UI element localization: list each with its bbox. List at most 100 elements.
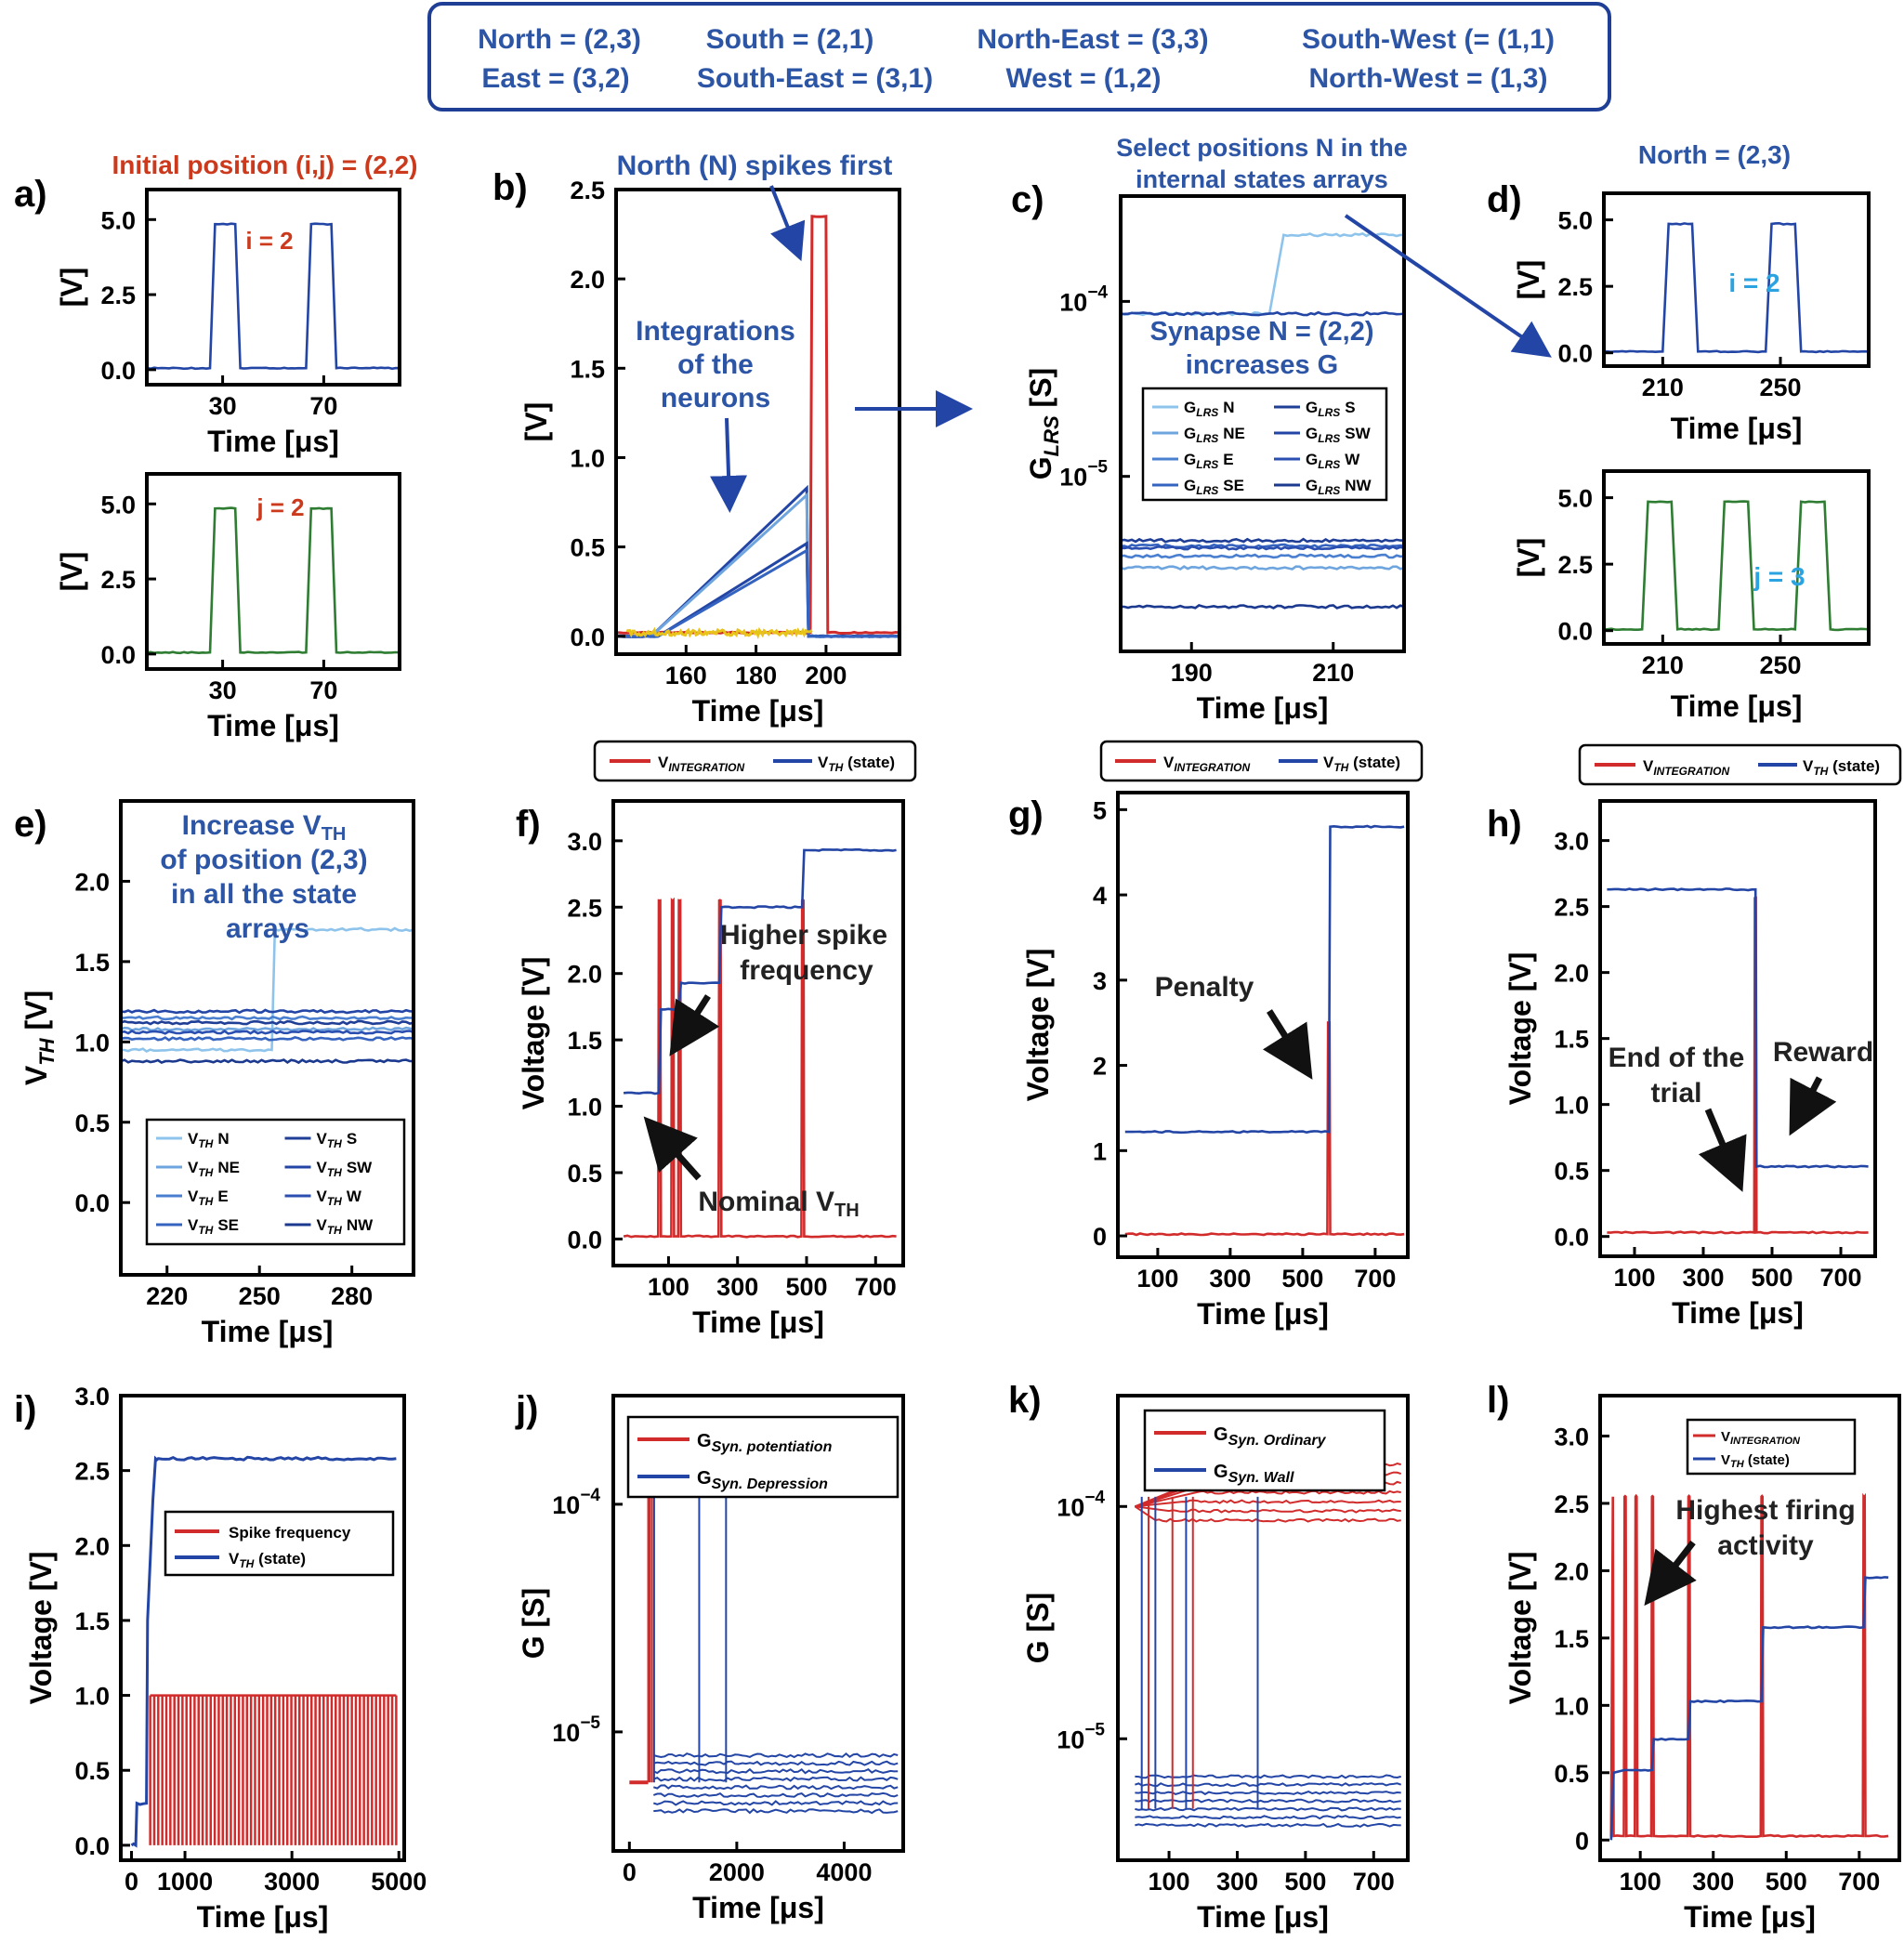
legend-entry-sub: TH [198, 1137, 213, 1150]
plot-area [629, 1484, 899, 1815]
legend-entry: GLRS N [1184, 399, 1235, 419]
x-tick-label: 250 [1759, 374, 1801, 401]
series-integration-3 [616, 541, 899, 638]
legend-entry-sub: TH [198, 1166, 213, 1179]
y-tick-label: 1 [1093, 1137, 1107, 1165]
legend-f-vint: VINTEGRATION [658, 754, 744, 774]
y-tick-label: 5 [1093, 796, 1107, 824]
y-tick-label: 2.5 [1554, 894, 1589, 922]
legend-h-vth-main: V [1803, 757, 1814, 775]
dir-south: South = (2,1) [706, 24, 874, 55]
arrows [643, 185, 1837, 1607]
y-tick-label: 2.5 [100, 566, 136, 594]
legend-entry-main: G [1214, 1462, 1228, 1482]
y-tick-label: 1.0 [1554, 1092, 1589, 1120]
legend-entry-sub: TH [327, 1195, 342, 1208]
x-tick-label: 700 [1838, 1868, 1880, 1896]
x-tick-label: 250 [239, 1282, 281, 1310]
x-tick-label: 210 [1312, 659, 1354, 687]
legend-entry-main: V [229, 1550, 240, 1568]
y-tick-exponent: −5 [1084, 1720, 1105, 1739]
y-tick-label: 1.5 [1554, 1625, 1589, 1653]
panel-label-f: f) [516, 804, 541, 845]
y-tick-label: 2.5 [570, 177, 605, 204]
y-axis-label: [V] [55, 268, 88, 308]
dir-north-west: North-West = (1,3) [1309, 63, 1548, 94]
a-j: j = 2 [256, 493, 304, 521]
legend-entry-dir: S [347, 1130, 357, 1148]
x-tick-label: 700 [855, 1273, 897, 1301]
arrow-b-integ [710, 417, 748, 513]
series-v-integration [1609, 1492, 1889, 1839]
y-tick-label: 0.0 [1557, 618, 1593, 646]
annotations: Initial position (i,j) = (2,2) i = 2 j =… [112, 134, 1873, 1561]
legend-entry-sub: LRS [1196, 458, 1218, 471]
y-tick-label: 3.0 [1554, 1423, 1589, 1450]
x-axis-label: Time [μs] [1197, 691, 1329, 725]
legend-g-vint-main: V [1163, 754, 1175, 771]
legend-entry-main: G [697, 1468, 712, 1489]
series-vth [130, 1455, 397, 1848]
legend-entry-vint: VINTEGRATION [1721, 1429, 1801, 1447]
y-tick-label: 0.5 [567, 1160, 602, 1188]
y-tick-label: 2.0 [567, 961, 602, 989]
legend-entry-dir: NW [347, 1216, 374, 1234]
series-wall [1135, 1791, 1401, 1796]
y-axis-label: Voltage [V] [1021, 949, 1055, 1102]
series-ordinary [1134, 1505, 1401, 1523]
series-wall [1135, 1822, 1401, 1829]
y-tick-label: 1.5 [74, 1607, 110, 1635]
legend-entry-main: G [1184, 425, 1196, 442]
legend-entry: GSyn. Depression [697, 1468, 828, 1492]
chart-0: 30 70 0.0 2.5 5.0 Time [μs] [V] [55, 188, 401, 458]
legend-entry-sub: Syn. potentiation [712, 1439, 833, 1455]
y-tick-label: 2.5 [1554, 1490, 1589, 1518]
legend-entry-main: G [1184, 399, 1196, 416]
x-tick-label: 500 [1766, 1868, 1807, 1896]
series-j [147, 506, 400, 655]
series-i [1604, 221, 1869, 354]
y-tick-base: 10 [552, 1719, 580, 1747]
legend-box [1141, 387, 1388, 502]
y-tick-label: 2.5 [1557, 273, 1593, 301]
x-tick-label: 300 [1216, 1868, 1258, 1896]
b-north-note: North (N) spikes first [617, 151, 893, 181]
y-axis-label: Voltage [V] [1504, 1552, 1537, 1705]
legend-entry: GLRS W [1306, 451, 1360, 471]
x-tick-label: 0 [623, 1858, 637, 1886]
l-highest-note-1: Highest firing [1675, 1495, 1855, 1526]
legend-entry-main: G [1306, 451, 1318, 468]
legends: VINTEGRATION VTH (state) VINTEGRATION VT… [593, 740, 1902, 786]
y-tick-label: 1.0 [74, 1683, 110, 1711]
plot-area [147, 222, 400, 371]
c-syn-note-1: Synapse N = (2,2) [1150, 317, 1374, 347]
x-tick-label: 500 [1751, 1264, 1792, 1292]
y-tick-label: 0.0 [74, 1189, 110, 1217]
y-tick-label: 0 [1575, 1827, 1589, 1855]
legend-entry: VTH N [188, 1130, 230, 1150]
legend-g-vth-main: V [1323, 754, 1334, 771]
panel-label-g: g) [1008, 794, 1044, 835]
series-wall [1135, 1815, 1401, 1820]
legend-entry-main: V [188, 1216, 199, 1234]
plot-area [1124, 824, 1405, 1237]
y-axis-label: Voltage [V] [517, 957, 550, 1110]
x-axis-label: Time [μs] [207, 425, 339, 458]
legend-entry-dir: E [1223, 451, 1233, 468]
legend-entry-sub: TH [239, 1557, 254, 1570]
series-bundle [652, 1767, 899, 1775]
x-axis-label: Time [μs] [207, 709, 339, 742]
panel-label-d: d) [1487, 179, 1522, 220]
legend-entry-dir: N [1223, 399, 1234, 416]
c-select-note-2: internal states arrays [1136, 165, 1388, 193]
plot-area [616, 215, 899, 640]
series-i [147, 222, 400, 371]
chart-8: 100 300 500 700 0 1 2 3 4 5 Time [μs] Voltage [V] [1021, 791, 1410, 1331]
legend-entry-main: V [1721, 1452, 1730, 1468]
y-axis-label: Voltage [V] [1504, 952, 1537, 1106]
y-axis-label: [V] [1512, 260, 1545, 300]
arrow-h-reward [1789, 1076, 1837, 1136]
series-e [1121, 553, 1404, 559]
